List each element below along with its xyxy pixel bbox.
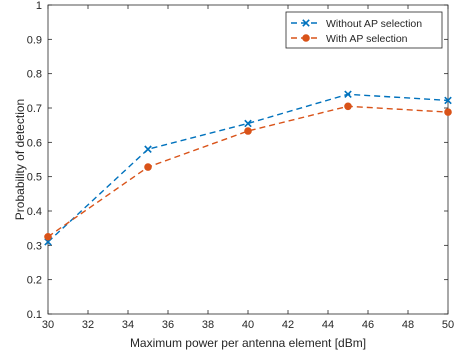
data-point bbox=[144, 163, 152, 171]
y-tick-label: 0.3 bbox=[27, 240, 42, 252]
data-point bbox=[144, 145, 152, 153]
data-point bbox=[244, 119, 252, 128]
marker-stroke bbox=[144, 145, 152, 153]
y-tick-label: 0.9 bbox=[27, 34, 42, 46]
y-tick-label: 0.5 bbox=[27, 172, 42, 184]
x-tick-label: 42 bbox=[282, 319, 294, 331]
x-tick-label: 40 bbox=[242, 319, 254, 331]
marker-stroke bbox=[302, 19, 310, 27]
legend-label: With AP selection bbox=[326, 33, 408, 45]
x-tick-label: 38 bbox=[202, 319, 214, 331]
x-tick-label: 48 bbox=[402, 319, 414, 331]
data-point bbox=[344, 102, 352, 111]
y-axis-ticks: 0.1 0.2 0.3 0.4 0.5 0.6 0.7 0.8 0.9 1 bbox=[27, 0, 448, 321]
legend-swatch-marker bbox=[302, 34, 310, 42]
series-line bbox=[47, 105, 449, 238]
x-tick-label: 32 bbox=[82, 319, 94, 331]
x-tick-label: 30 bbox=[42, 319, 54, 331]
plot-area bbox=[47, 4, 449, 315]
series-2 bbox=[44, 102, 452, 241]
marker-stroke bbox=[344, 90, 352, 99]
marker-stroke bbox=[244, 119, 252, 128]
x-axis-ticks: 30 32 34 36 38 40 42 44 46 48 50 bbox=[42, 5, 454, 331]
series-line bbox=[47, 93, 449, 243]
legend-box bbox=[285, 11, 443, 49]
series-layer bbox=[44, 90, 452, 246]
x-tick-label: 34 bbox=[122, 319, 134, 331]
data-point bbox=[44, 232, 52, 241]
y-axis-label: Probability of detection bbox=[13, 99, 27, 220]
y-tick-label: 0.1 bbox=[27, 309, 42, 321]
y-tick-label: 0.6 bbox=[27, 137, 42, 149]
legend-item: With AP selection bbox=[291, 33, 408, 45]
axes-box bbox=[47, 4, 449, 315]
data-point bbox=[444, 108, 452, 116]
x-tick-label: 46 bbox=[362, 319, 374, 331]
x-tick-label: 50 bbox=[442, 319, 454, 331]
legend-swatch-marker bbox=[302, 19, 310, 27]
series-1 bbox=[44, 90, 452, 246]
y-tick-label: 1 bbox=[36, 0, 42, 12]
data-point bbox=[344, 90, 352, 99]
data-point bbox=[244, 127, 252, 135]
x-tick-label: 36 bbox=[162, 319, 174, 331]
y-tick-label: 0.4 bbox=[27, 206, 42, 218]
x-axis-label: Maximum power per antenna element [dBm] bbox=[130, 336, 366, 350]
y-tick-label: 0.8 bbox=[27, 69, 42, 81]
x-tick-label: 44 bbox=[322, 319, 334, 331]
marker-stroke bbox=[444, 96, 452, 105]
y-tick-label: 0.2 bbox=[27, 275, 42, 287]
legend: Without AP selection With AP selection bbox=[285, 11, 443, 49]
legend-item: Without AP selection bbox=[291, 18, 422, 30]
legend-label: Without AP selection bbox=[326, 18, 422, 30]
y-tick-label: 0.7 bbox=[27, 103, 42, 115]
data-point bbox=[444, 96, 452, 105]
